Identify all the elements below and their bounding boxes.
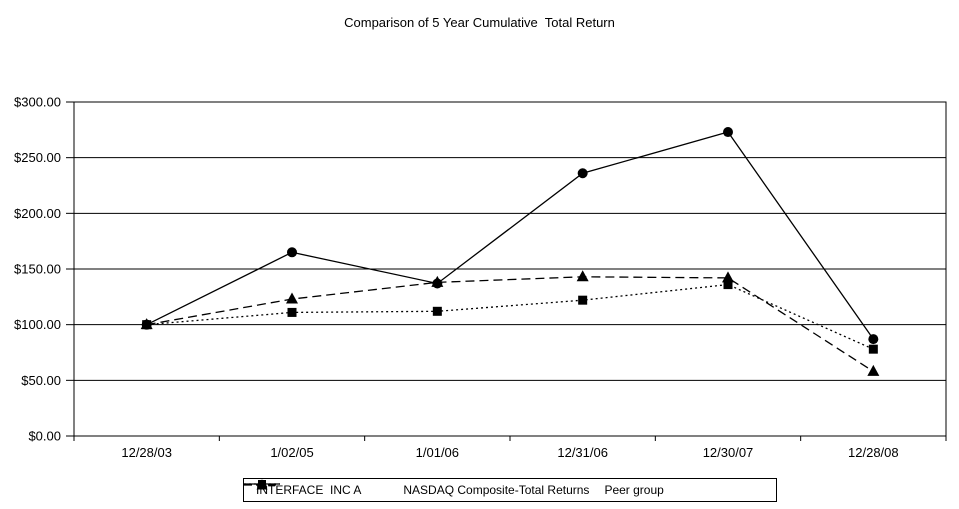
data-point-square: [868, 344, 878, 354]
series-line-circle: [146, 131, 874, 340]
x-axis-label: 12/31/06: [557, 445, 608, 460]
dashed-line-triangle-marker-icon: [244, 480, 280, 490]
x-axis-label: 12/28/08: [848, 445, 899, 460]
line-chart-plot-area: $0.00 $50.00 $100.00 $150.00 $200.00 $250.00 $…: [14, 95, 947, 460]
legend-label: Peer group: [604, 483, 664, 497]
data-point-triangle: [867, 364, 880, 376]
data-point-square: [287, 307, 297, 317]
data-point-triangle: [286, 292, 298, 304]
legend-item-interface-inc-a: INTERFACE INC A: [244, 479, 362, 497]
data-point-circle: [723, 127, 733, 138]
legend-label: NASDAQ Composite-Total Returns: [403, 483, 590, 497]
y-axis-label: $0.00: [28, 429, 61, 444]
y-axis-label: $250.00: [14, 150, 61, 165]
data-point-square: [578, 295, 588, 305]
x-axis-label: 12/28/03: [121, 445, 172, 460]
chart-title: Comparison of 5 Year Cumulative Total Re…: [344, 15, 615, 30]
data-point-triangle: [576, 270, 589, 282]
legend-item-peer-group: Peer group: [244, 480, 664, 497]
x-axis-label: 12/30/07: [703, 445, 754, 460]
series-line-square: [146, 283, 874, 350]
y-axis-label: $200.00: [14, 206, 61, 221]
y-axis-label: $300.00: [14, 95, 61, 110]
legend-item-nasdaq-composite: NASDAQ Composite-Total Returns: [244, 480, 590, 497]
data-point-square: [723, 280, 733, 290]
x-axis-label: 1/01/06: [416, 445, 459, 460]
y-axis-label: $150.00: [14, 262, 61, 277]
y-axis-label: $100.00: [14, 317, 61, 332]
chart-legend: INTERFACE INC A NASDAQ Composite-Total R…: [243, 478, 777, 502]
legend-label: INTERFACE INC A: [256, 483, 362, 497]
data-point-circle: [287, 247, 297, 258]
data-point-circle: [577, 168, 588, 179]
data-point-circle: [432, 278, 443, 289]
x-axis-label: 1/02/05: [270, 445, 313, 460]
data-point-triangle: [722, 271, 734, 283]
y-axis-label: $50.00: [21, 373, 61, 388]
series-line-triangle: [146, 276, 874, 372]
data-point-square: [432, 306, 442, 316]
data-point-circle: [141, 319, 152, 330]
data-point-circle: [868, 334, 879, 345]
